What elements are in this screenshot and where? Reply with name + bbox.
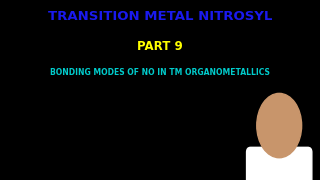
Text: Bent (~sp²): Bent (~sp²) xyxy=(105,162,139,168)
Text: PART 9: PART 9 xyxy=(137,39,183,53)
Text: BONDING MODES OF NO IN TM ORGANOMETALLICS: BONDING MODES OF NO IN TM ORGANOMETALLIC… xyxy=(50,68,270,77)
Text: M: M xyxy=(59,149,67,158)
Text: ·: · xyxy=(19,103,21,112)
Text: ·: · xyxy=(139,107,141,116)
Text: ·: · xyxy=(115,124,118,133)
Text: M: M xyxy=(21,149,29,158)
Text: M: M xyxy=(208,149,216,158)
Text: N: N xyxy=(22,127,28,136)
Text: N: N xyxy=(60,127,67,136)
FancyBboxPatch shape xyxy=(247,147,312,180)
Text: ·: · xyxy=(181,106,183,115)
Text: Bridging (~sp²): Bridging (~sp²) xyxy=(166,162,211,168)
Text: M: M xyxy=(161,149,168,158)
Text: ·: · xyxy=(181,101,184,110)
Text: ·: · xyxy=(139,112,142,121)
Text: O: O xyxy=(132,110,138,119)
Text: N: N xyxy=(118,128,125,137)
Text: N: N xyxy=(185,121,192,130)
Text: Ö: Ö xyxy=(58,103,63,110)
Text: Linear (~sp): Linear (~sp) xyxy=(26,163,62,168)
Text: M: M xyxy=(118,149,125,158)
Text: O: O xyxy=(185,104,192,113)
Text: TRANSITION METAL NITROSYL: TRANSITION METAL NITROSYL xyxy=(48,10,272,23)
Text: O: O xyxy=(60,108,67,117)
Text: O: O xyxy=(22,108,28,117)
Ellipse shape xyxy=(257,93,302,158)
Text: :: : xyxy=(55,150,58,156)
Text: ·: · xyxy=(24,102,26,111)
